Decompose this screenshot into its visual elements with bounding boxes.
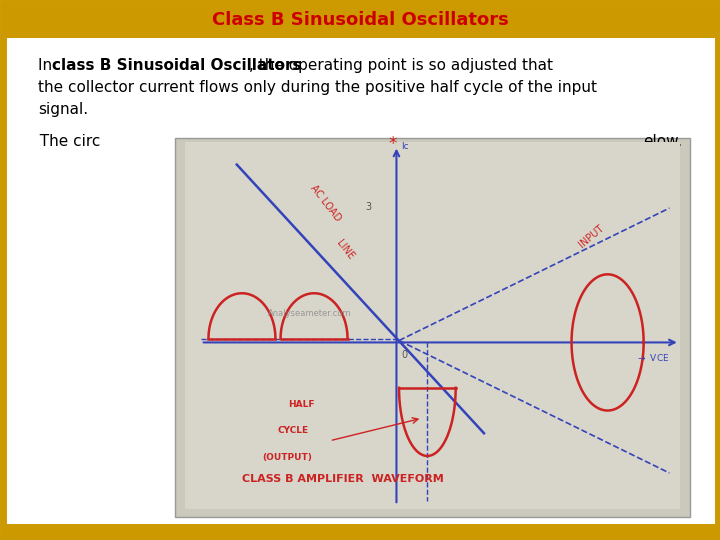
Text: Ic: Ic — [402, 143, 409, 151]
Text: LINE: LINE — [335, 238, 356, 261]
Text: AC LOAD: AC LOAD — [309, 183, 343, 224]
Bar — [2, 524, 718, 537]
Text: , the operating point is so adjusted that: , the operating point is so adjusted tha… — [249, 58, 553, 73]
Text: CYCLE: CYCLE — [278, 426, 309, 435]
Text: (OUTPUT): (OUTPUT) — [263, 453, 312, 462]
Text: 0: 0 — [402, 349, 408, 360]
Text: class B Sinusoidal Oscillators: class B Sinusoidal Oscillators — [52, 58, 302, 73]
Text: *: * — [389, 136, 397, 153]
Text: HALF: HALF — [288, 400, 315, 409]
Text: the collector current flows only during the positive half cycle of the input: the collector current flows only during … — [38, 80, 597, 95]
Text: Analyseameter.com: Analyseameter.com — [268, 309, 351, 318]
Bar — [175, 138, 690, 516]
Text: The circ: The circ — [30, 134, 100, 149]
Text: signal.: signal. — [38, 102, 88, 117]
Text: $\rightarrow$ VCE: $\rightarrow$ VCE — [636, 353, 670, 363]
Text: In: In — [38, 58, 57, 73]
Bar — [2, 3, 718, 38]
Text: elow.: elow. — [643, 134, 682, 149]
Text: INPUT: INPUT — [577, 224, 606, 250]
Text: CLASS B AMPLIFIER  WAVEFORM: CLASS B AMPLIFIER WAVEFORM — [242, 475, 444, 484]
Text: Class B Sinusoidal Oscillators: Class B Sinusoidal Oscillators — [212, 11, 508, 29]
Text: 3: 3 — [366, 202, 372, 212]
